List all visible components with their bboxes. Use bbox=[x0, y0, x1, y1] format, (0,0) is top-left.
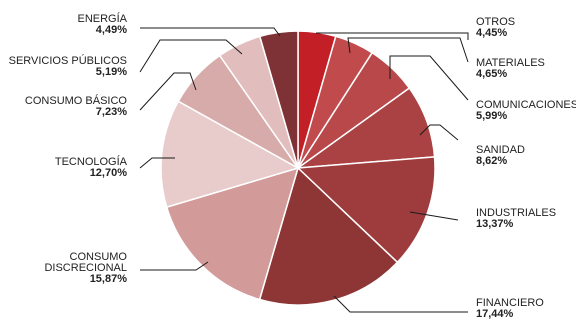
slice-label-name: ENERGÍA bbox=[77, 12, 127, 25]
slice-label-name: TECNOLOGÍA bbox=[55, 155, 128, 168]
leader-line bbox=[316, 32, 469, 40]
slice-label: OTROS 4,45% bbox=[476, 16, 515, 39]
slice-label-value: 8,62% bbox=[476, 155, 507, 167]
slice-label-name: INDUSTRIALES bbox=[476, 207, 556, 219]
slice-label-value: 4,45% bbox=[476, 27, 507, 39]
leader-line bbox=[419, 124, 459, 141]
slice-label-value: 17,44% bbox=[476, 308, 514, 320]
slice-label-name: COMUNICACIONES bbox=[476, 99, 576, 111]
slice-label-value: 4,49% bbox=[96, 24, 127, 36]
slice-label-name: CONSUMO BÁSICO bbox=[25, 94, 128, 107]
slice-label: TECNOLOGÍA 12,70% bbox=[55, 155, 128, 179]
leader-lines bbox=[139, 27, 469, 313]
leader-line bbox=[333, 295, 468, 313]
slice-label: CONSUMO DISCRECIONAL 15,87% bbox=[44, 251, 127, 285]
leader-line bbox=[139, 72, 197, 111]
slice-label-name: SANIDAD bbox=[476, 144, 525, 156]
slice-label-name: MATERIALES bbox=[476, 57, 545, 69]
pie-slice bbox=[297, 156, 436, 264]
leader-line bbox=[140, 261, 209, 271]
slice-labels: OTROS 4,45%MATERIALES 4,65%COMUNICACIONES 5… bbox=[9, 12, 576, 320]
slice-label-value: 13,37% bbox=[476, 218, 514, 230]
slice-label-value: 7,23% bbox=[96, 106, 127, 118]
leader-line bbox=[389, 55, 469, 101]
pie-slice bbox=[160, 100, 299, 208]
slice-label-value: 15,87% bbox=[90, 273, 128, 285]
slice-label: ENERGÍA 4,49% bbox=[77, 12, 127, 36]
pie-slice bbox=[165, 167, 299, 301]
slice-label: FINANCIERO 17,44% bbox=[476, 297, 544, 320]
slice-label-name: SERVICIOS PÚBLICOS bbox=[9, 54, 127, 67]
leader-line bbox=[139, 157, 175, 169]
pie-slice bbox=[259, 30, 299, 169]
pie-slices bbox=[160, 30, 436, 306]
slice-label: SANIDAD 8,62% bbox=[476, 144, 525, 167]
slice-label-value: 5,99% bbox=[476, 110, 507, 122]
slice-label-name: OTROS bbox=[476, 16, 515, 28]
leader-line bbox=[139, 39, 243, 73]
leader-line bbox=[140, 27, 281, 37]
slice-label: SERVICIOS PÚBLICOS 5,19% bbox=[9, 54, 128, 78]
slice-label: CONSUMO BÁSICO 7,23% bbox=[25, 94, 128, 118]
slice-label-value: 12,70% bbox=[90, 167, 128, 179]
leader-line bbox=[409, 211, 459, 221]
leader-line bbox=[347, 37, 469, 63]
slice-label: INDUSTRIALES 13,37% bbox=[476, 207, 556, 230]
slice-label-name: DISCRECIONAL bbox=[44, 262, 127, 274]
slice-label: MATERIALES 4,65% bbox=[476, 57, 545, 80]
slice-label: COMUNICACIONES 5,99% bbox=[476, 99, 576, 122]
slice-label-value: 4,65% bbox=[476, 68, 507, 80]
slice-label-value: 5,19% bbox=[96, 66, 127, 78]
slice-label-name: FINANCIERO bbox=[476, 297, 544, 309]
pie-slice bbox=[258, 167, 399, 306]
slice-label-name: CONSUMO bbox=[70, 251, 128, 263]
